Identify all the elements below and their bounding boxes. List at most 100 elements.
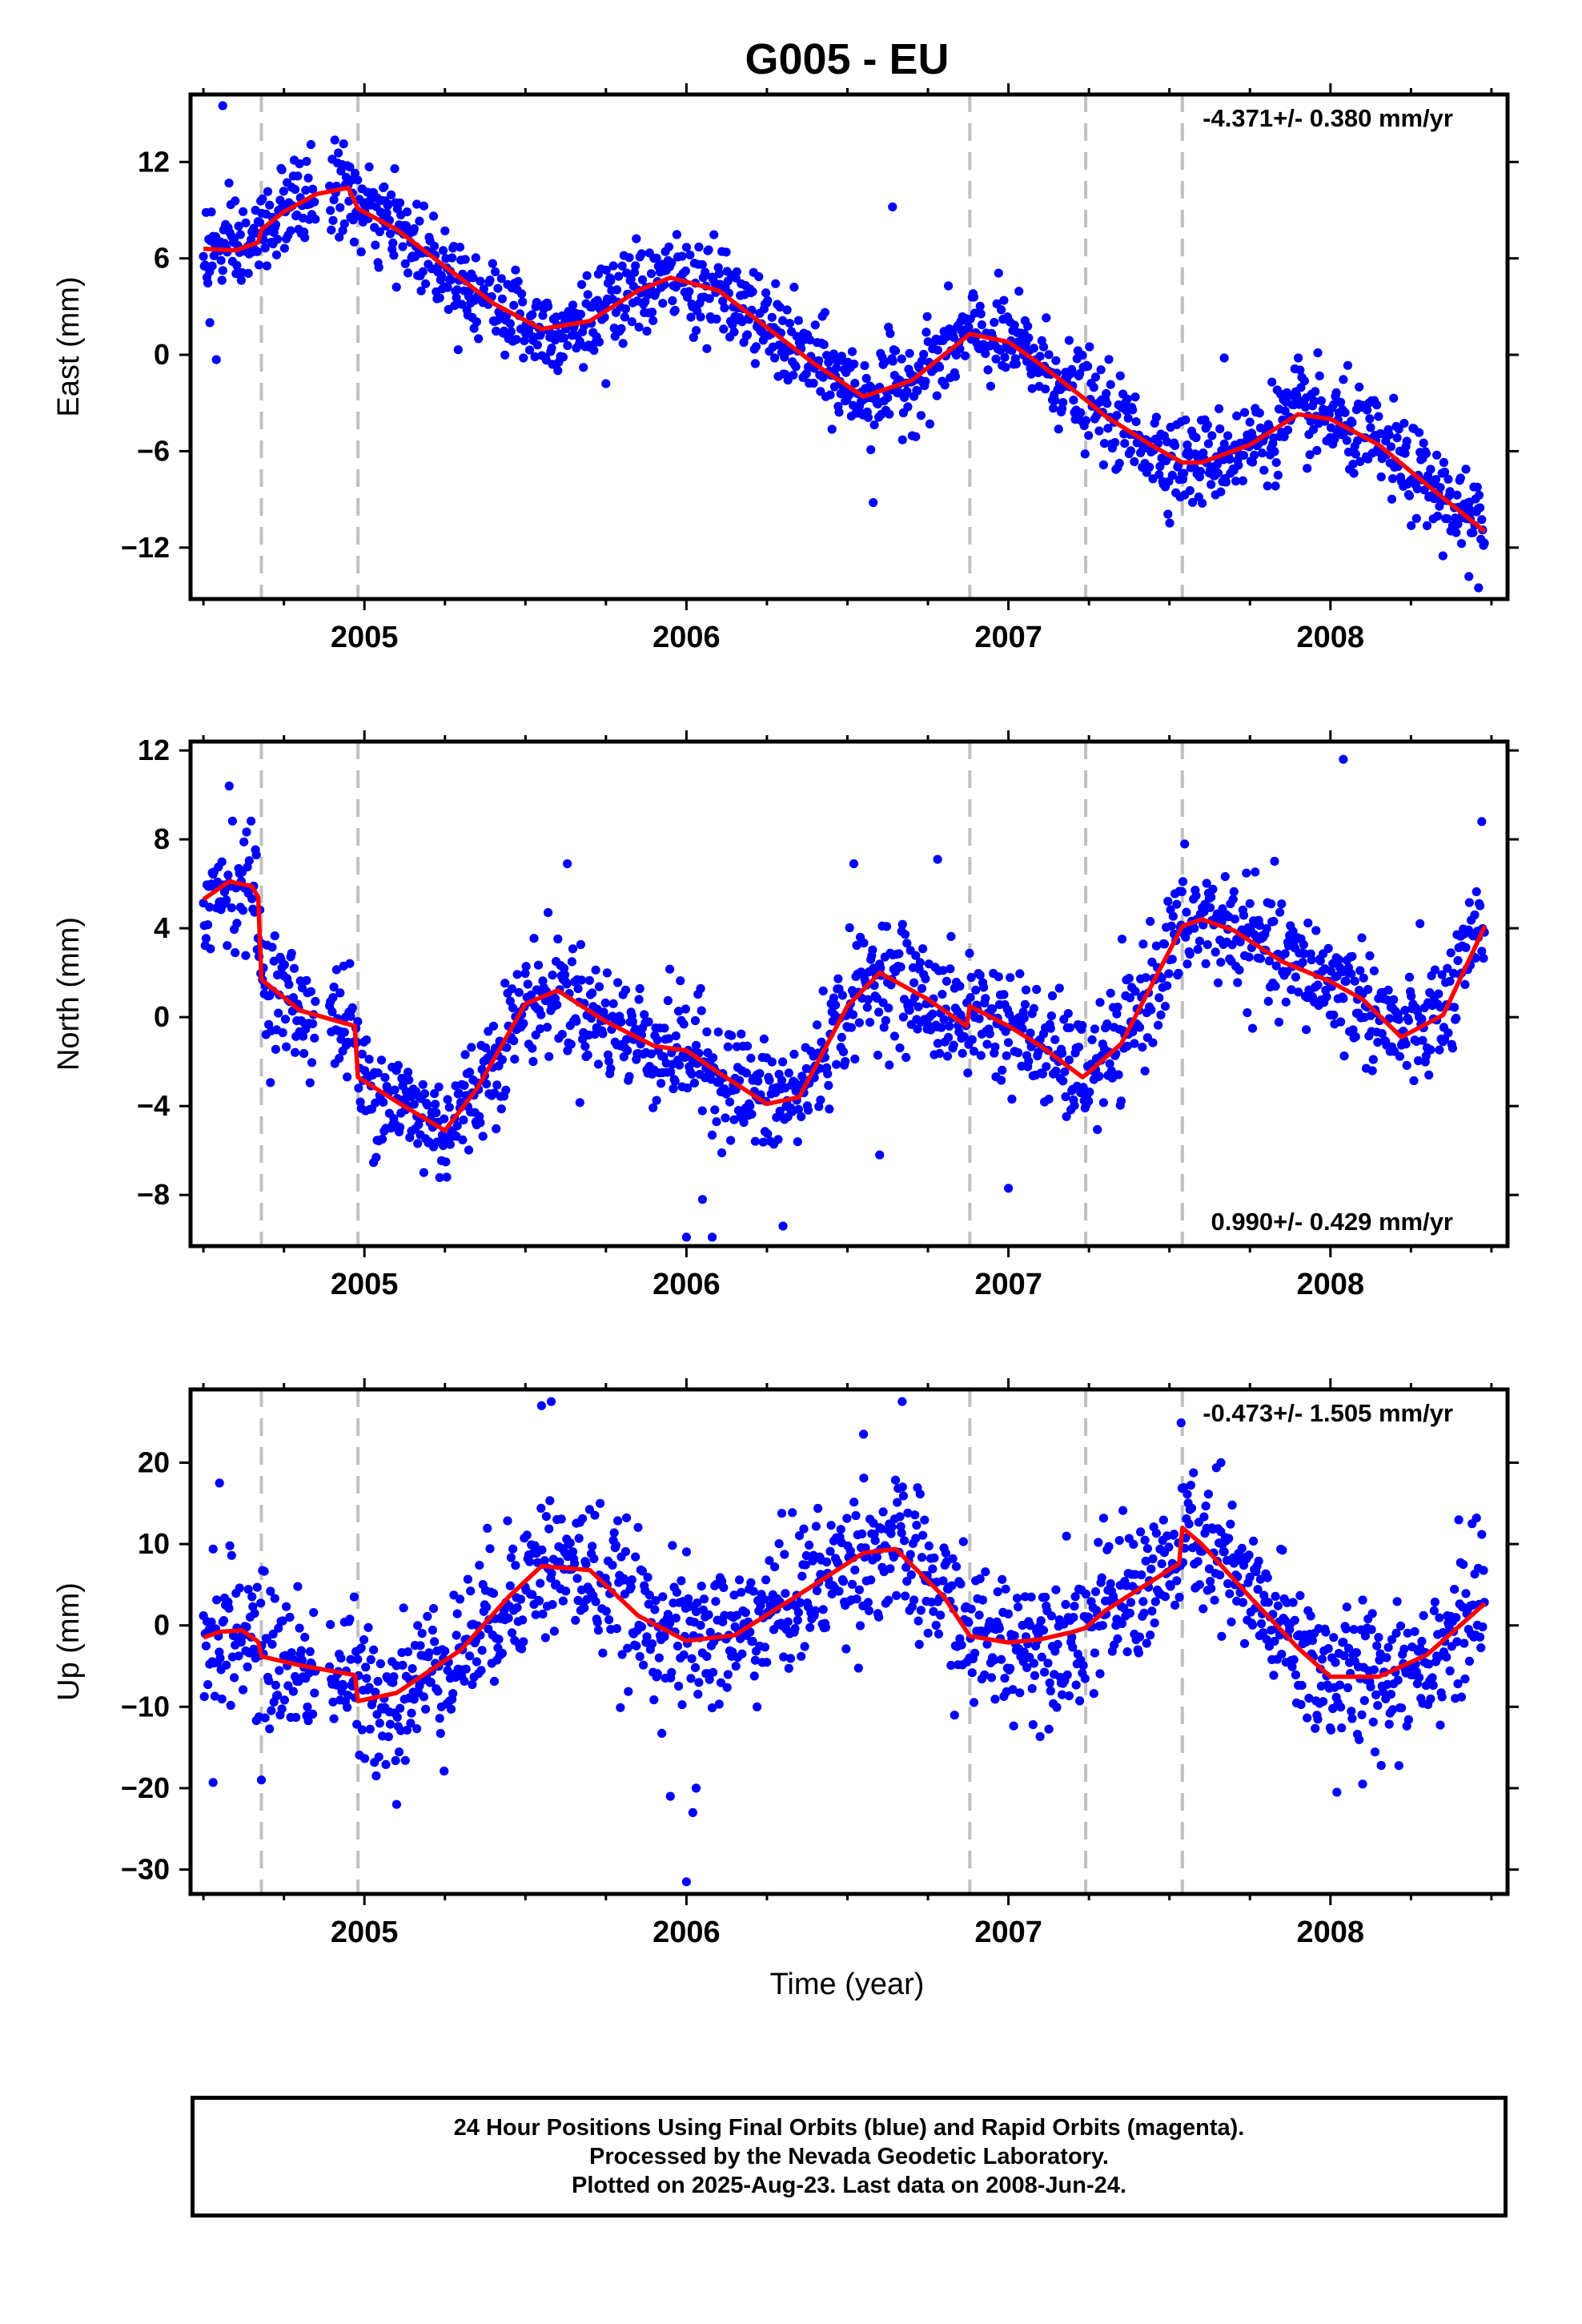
- data-point-east-463: [620, 312, 630, 322]
- data-point-east-761: [883, 393, 893, 403]
- outlier-point-north-3: [708, 1232, 717, 1242]
- data-point-north-718: [845, 923, 854, 933]
- data-point-north-705: [833, 974, 843, 983]
- y-axis-label-north: North (mm): [52, 917, 86, 1071]
- data-point-up-324: [497, 1648, 508, 1659]
- data-point-east-434: [594, 337, 604, 347]
- data-point-east-990: [1085, 342, 1094, 352]
- data-point-up-1029: [1119, 1603, 1129, 1613]
- data-point-east-1353: [1404, 491, 1415, 501]
- data-point-up-739: [863, 1598, 873, 1607]
- plot-area-east: [199, 94, 1489, 599]
- data-point-up-649: [784, 1663, 793, 1673]
- data-point-north-542: [689, 1078, 700, 1088]
- data-point-north-627: [765, 1076, 774, 1085]
- data-point-east-742: [866, 445, 876, 455]
- data-point-east-274: [453, 345, 463, 355]
- data-point-east-1025: [1115, 371, 1125, 380]
- data-point-up-301: [477, 1646, 487, 1655]
- data-point-up-129: [326, 1620, 335, 1630]
- data-point-up-105: [291, 1712, 301, 1723]
- data-point-up-1060: [1146, 1564, 1156, 1574]
- data-point-east-1383: [1431, 475, 1441, 485]
- data-point-north-606: [746, 1053, 756, 1063]
- data-point-north-1353: [1404, 972, 1415, 982]
- data-point-up-1399: [1445, 1666, 1455, 1676]
- data-point-up-673: [805, 1622, 815, 1632]
- data-point-up-1224: [1291, 1670, 1300, 1680]
- data-point-up-1429: [1472, 1514, 1481, 1523]
- data-point-north-104: [291, 1047, 300, 1057]
- data-point-east-1393: [1439, 467, 1450, 477]
- data-point-east-1128: [1207, 480, 1216, 489]
- data-point-east-1137: [1215, 404, 1224, 413]
- data-point-east-578: [721, 247, 731, 257]
- data-point-up-378: [545, 1496, 555, 1506]
- data-point-north-103: [289, 963, 299, 973]
- data-point-east-805: [921, 328, 931, 337]
- data-point-east-1007: [1099, 439, 1110, 448]
- data-point-east-193: [382, 208, 391, 218]
- data-point-north-323: [496, 1104, 506, 1114]
- data-point-east-1335: [1389, 393, 1399, 403]
- data-point-up-1283: [1343, 1683, 1352, 1693]
- data-point-up-905: [1010, 1630, 1019, 1641]
- data-point-east-1157: [1232, 411, 1242, 421]
- data-point-east-1012: [1104, 355, 1114, 364]
- data-point-north-947: [1046, 1011, 1056, 1021]
- data-point-north-539: [687, 1069, 697, 1079]
- plot-area-north: [199, 742, 1489, 1246]
- data-point-north-165: [357, 1049, 367, 1059]
- data-point-north-1435: [1477, 947, 1487, 956]
- data-point-up-814: [930, 1553, 939, 1562]
- data-point-east-1397: [1443, 474, 1453, 485]
- data-point-north-900: [1006, 973, 1015, 983]
- data-point-east-615: [754, 271, 764, 282]
- data-point-up-651: [785, 1654, 796, 1663]
- data-point-up-928: [1030, 1671, 1040, 1680]
- data-point-east-61: [252, 247, 262, 256]
- data-point-up-1033: [1122, 1647, 1132, 1657]
- data-point-up-109: [295, 1623, 304, 1633]
- data-point-up-1132: [1210, 1595, 1219, 1605]
- data-point-north-1402: [1447, 1043, 1457, 1053]
- data-point-east-997: [1090, 372, 1101, 382]
- data-point-north-833: [946, 931, 956, 941]
- data-point-east-1408: [1453, 519, 1463, 529]
- data-point-east-83: [271, 250, 282, 259]
- frame-north: [188, 739, 1510, 1248]
- data-point-east-1321: [1376, 472, 1386, 482]
- data-point-up-911: [1015, 1688, 1025, 1698]
- data-point-north-989: [1084, 1096, 1094, 1106]
- data-point-north-1249: [1313, 980, 1323, 990]
- data-point-up-1046: [1134, 1648, 1143, 1658]
- data-point-up-589: [731, 1662, 741, 1671]
- data-point-north-1433: [1476, 901, 1485, 911]
- data-point-up-1264: [1326, 1725, 1336, 1735]
- y-tick-label-north-4: 4: [154, 911, 170, 944]
- data-point-up-1343: [1395, 1621, 1406, 1630]
- data-point-north-1281: [1341, 976, 1351, 987]
- data-point-up-288: [466, 1586, 476, 1596]
- data-point-east-853: [964, 322, 974, 332]
- data-point-up-358: [528, 1590, 537, 1599]
- data-point-up-1414: [1459, 1560, 1468, 1570]
- rate-label-east: -4.371+/- 0.380 mm/yr: [1203, 104, 1453, 132]
- data-point-east-1417: [1461, 464, 1471, 474]
- data-point-east-967: [1064, 336, 1074, 345]
- data-point-up-239: [423, 1611, 432, 1621]
- data-point-up-606: [746, 1578, 756, 1587]
- data-point-east-22: [218, 266, 227, 275]
- data-point-east-647: [782, 305, 792, 315]
- data-point-up-345: [516, 1594, 526, 1604]
- data-point-up-691: [821, 1622, 831, 1632]
- data-point-north-1382: [1430, 965, 1439, 975]
- data-point-east-447: [606, 275, 616, 286]
- data-point-up-1052: [1139, 1608, 1149, 1618]
- data-point-north-1128: [1207, 892, 1216, 902]
- data-point-up-729: [854, 1585, 864, 1594]
- data-point-north-395: [560, 970, 570, 979]
- data-point-east-1136: [1213, 468, 1223, 478]
- data-point-north-1172: [1245, 899, 1255, 908]
- data-point-north-855: [966, 993, 975, 1003]
